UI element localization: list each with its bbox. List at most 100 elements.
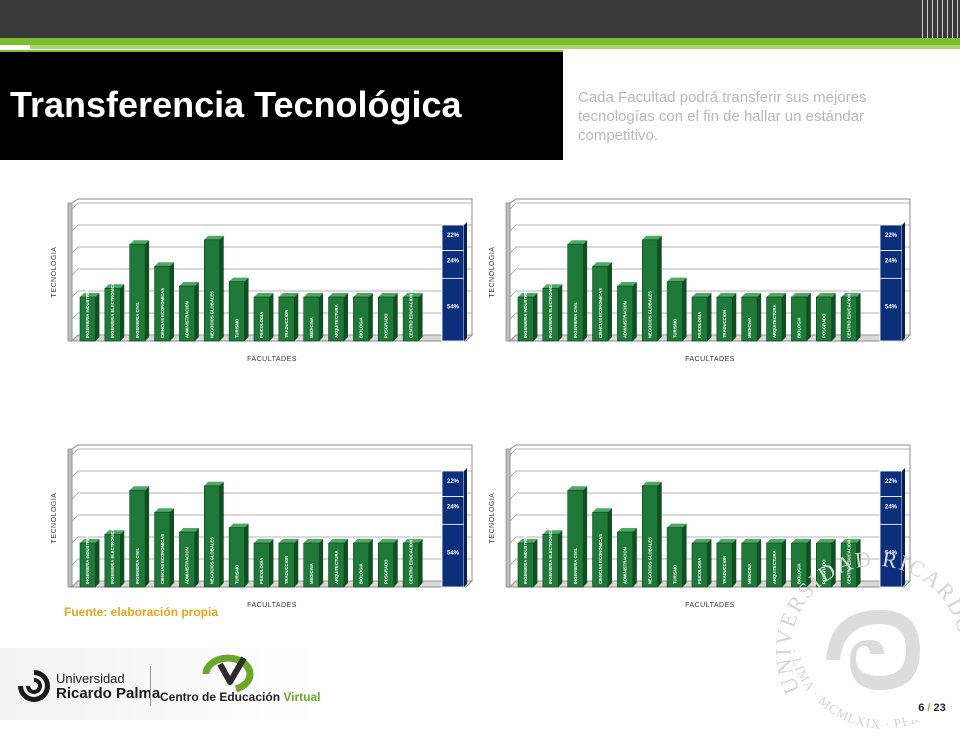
bar-side [583,240,588,341]
footer-divider [150,666,151,706]
stack-label: 24% [885,505,898,511]
stack-label: 54% [447,550,460,556]
bar-side [368,539,373,587]
bar-category-label: MEDICINA [747,317,752,338]
bar [278,296,295,342]
chart-side-wall [505,448,511,588]
title-box [0,50,563,160]
bar-category-label: INGENIERIA ELECTRONICA [110,282,115,338]
gridline-side [509,492,517,500]
stack-label: 22% [885,233,898,239]
bar-category-label: ADMINISTRACION [185,547,190,584]
bar-side [145,240,150,341]
bar-top [567,486,588,491]
bar-category-label: ARQUITECTURA [334,551,339,585]
stack-label: 22% [885,479,898,485]
bar [228,527,245,588]
gridline-side [71,536,79,544]
bar [328,296,345,342]
bar-side [831,293,836,341]
accent-line-light [30,45,960,49]
bar-side [533,539,538,587]
bar-category-label: ARQUITECTURA [334,305,339,339]
bar-side [120,530,125,587]
bar [303,296,320,342]
bar-top [80,293,100,297]
stack-side [902,468,905,587]
bar [253,542,270,588]
bar [567,243,584,342]
bar [154,511,171,588]
bar [253,296,270,342]
gridline-side [71,290,79,298]
bar-side [319,293,324,341]
bar [840,542,857,588]
bar-category-label: CIENCIAS ECONOMICAS [598,534,603,584]
bar-side [781,539,786,587]
bar-top [403,293,423,297]
bar-top [278,293,299,297]
bar-top [204,235,224,240]
bar-top [542,530,563,535]
stack-side [902,222,905,341]
bar [328,542,345,588]
chart-side-wall [67,448,73,588]
bar-top [204,481,224,486]
bar [179,285,196,342]
bar-category-label: TRADUCCION [722,556,727,584]
bar-top [716,539,737,543]
bar-side [194,282,199,341]
bar-top [617,282,637,286]
bar-top [179,528,199,532]
bar [129,243,146,342]
y-axis-label: TECNOLOGIA [489,247,496,298]
bar [741,296,758,342]
bar-category-label: INGENIERIA ELECTRONICA [110,528,115,584]
gridline-side [71,492,79,500]
x-axis-label: FACULTADES [247,602,297,609]
bar-side [368,293,373,341]
gridline-side [509,312,517,320]
bar-category-label: TURISMO [672,318,677,338]
bar-side [244,523,249,587]
bar-side [418,539,423,587]
bar-side [607,262,612,341]
bar [402,296,419,342]
bar-category-label: PSICOLOGIA [259,312,264,338]
bar-top [518,539,538,543]
bar-side [169,508,174,587]
bar-side [757,293,762,341]
page-current: 6 [918,702,925,714]
bar-top [403,539,423,543]
bar-category-label: BIOLOGIA [359,317,364,338]
y-axis-label: TECNOLOGIA [51,493,58,544]
bar-category-label: NEGOCIOS GLOBALES [209,537,214,584]
bar-top [766,293,786,297]
bar [815,542,832,588]
bar-side [607,508,612,587]
bar-top [378,539,398,543]
bar-category-label: MEDICINA [747,563,752,584]
bar-category-label: MEDICINA [309,563,314,584]
bar-side [856,293,861,341]
source-note: Fuente: elaboración propia [64,605,219,619]
bar-side [707,539,712,587]
bar-category-label: INGENIERIA ELECTRONICA [548,282,553,338]
bar [517,296,534,342]
bar-side [169,262,174,341]
bar-top [278,539,299,543]
gridline-side [71,448,79,456]
bar-side [707,293,712,341]
bar-top [692,539,712,543]
bar-category-label: CENTRO EDUCACION VIRTUAL [846,520,851,584]
footer-band [0,648,320,720]
bar-category-label: INGENIERIA INDUSTRIAL [85,287,90,338]
bar [104,287,121,342]
bar [666,527,683,588]
bar [840,296,857,342]
bar [228,281,245,342]
x-axis-label: FACULTADES [685,602,735,609]
bar-side [244,277,249,341]
bar-side [831,539,836,587]
bar-side [393,539,398,587]
